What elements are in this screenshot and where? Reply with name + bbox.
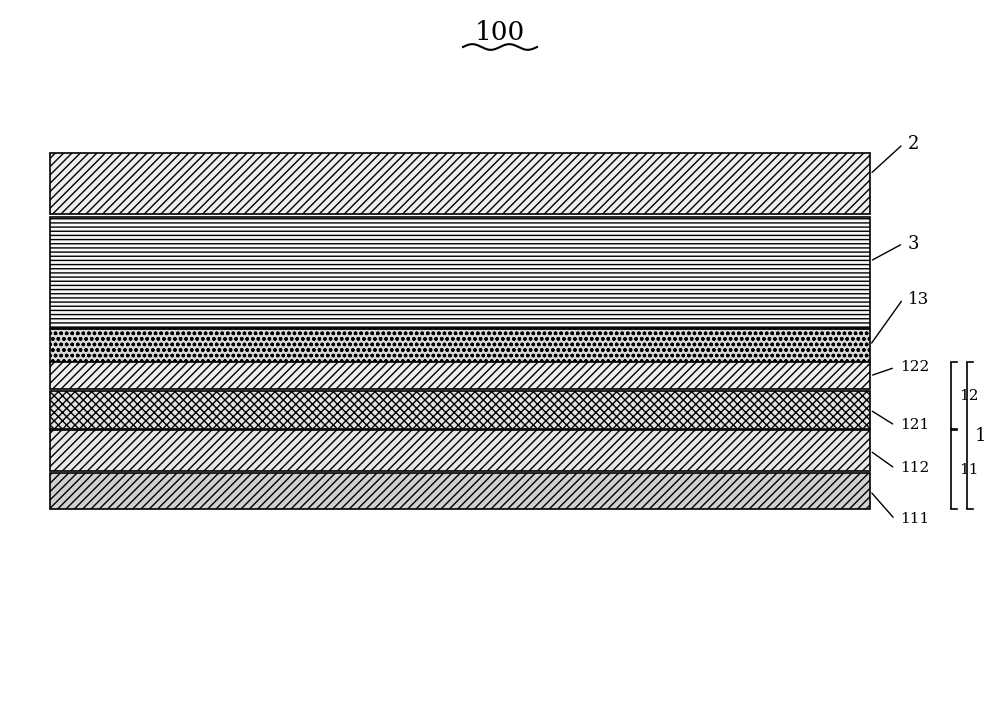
- Text: 122: 122: [900, 360, 929, 375]
- Text: 13: 13: [908, 290, 929, 308]
- Text: 12: 12: [959, 389, 978, 402]
- Bar: [50, 362, 870, 389]
- Bar: [50, 217, 870, 328]
- Text: 1: 1: [975, 426, 986, 445]
- Text: 100: 100: [475, 19, 525, 45]
- Bar: [50, 473, 870, 509]
- Bar: [50, 391, 870, 429]
- Text: 121: 121: [900, 419, 929, 432]
- Bar: [50, 153, 870, 214]
- Text: 112: 112: [900, 461, 929, 476]
- Bar: [50, 430, 870, 471]
- Text: 111: 111: [900, 513, 929, 526]
- Bar: [50, 329, 870, 362]
- Text: 2: 2: [908, 135, 919, 153]
- Text: 3: 3: [908, 234, 920, 253]
- Text: 11: 11: [959, 463, 978, 476]
